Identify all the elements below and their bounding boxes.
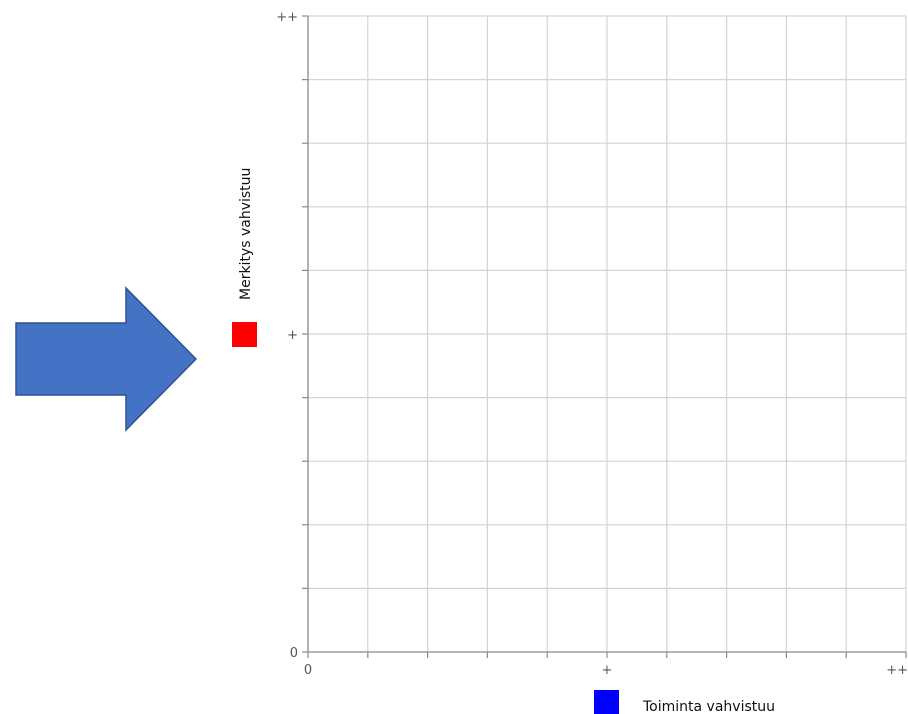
- x-tick-label: +: [602, 663, 613, 678]
- y-axis-marker: [232, 322, 257, 347]
- x-tick-label: 0: [304, 663, 312, 678]
- y-axis-title: Merkitys vahvistuu: [238, 168, 254, 300]
- x-axis-marker: [594, 690, 619, 714]
- y-tick-label: +: [287, 328, 298, 343]
- y-tick-label: ++: [276, 10, 298, 25]
- x-axis-title: Toiminta vahvistuu: [642, 699, 775, 714]
- right-arrow-icon: [15, 286, 198, 432]
- y-tick-label: 0: [290, 646, 298, 661]
- tick-labels: 0+++0 + ++: [276, 10, 908, 678]
- grid: [308, 15, 907, 652]
- axes: [302, 15, 907, 658]
- x-tick-label: ++: [886, 663, 908, 678]
